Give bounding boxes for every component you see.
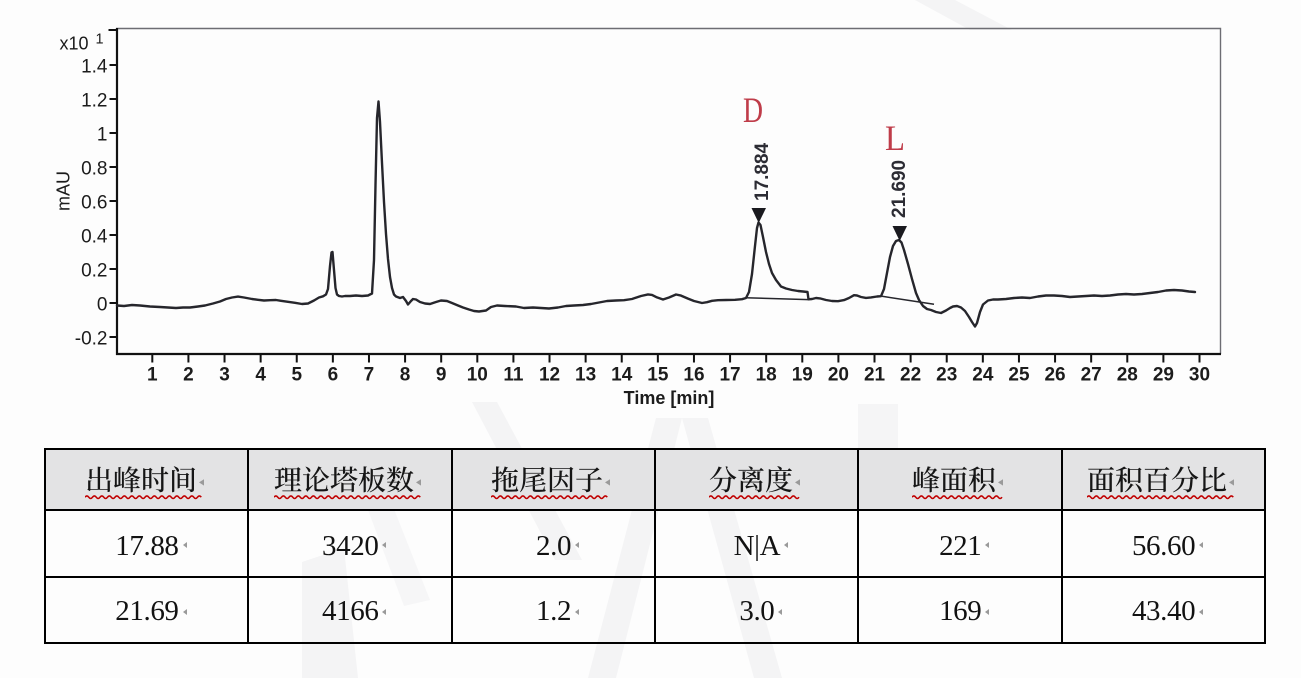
svg-text:0.6: 0.6 xyxy=(81,192,107,213)
svg-text:1.2: 1.2 xyxy=(81,90,107,111)
svg-text:0.8: 0.8 xyxy=(81,158,107,179)
svg-text:mAU: mAU xyxy=(54,171,74,211)
svg-text:21.690: 21.690 xyxy=(889,160,910,218)
svg-text:4: 4 xyxy=(255,365,266,386)
svg-text:Time [min]: Time [min] xyxy=(624,388,715,408)
svg-text:11: 11 xyxy=(503,365,524,386)
svg-text:D: D xyxy=(743,90,763,130)
svg-text:20: 20 xyxy=(828,365,849,386)
svg-text:23: 23 xyxy=(936,365,957,386)
svg-text:8: 8 xyxy=(400,365,411,386)
svg-text:0: 0 xyxy=(97,294,108,315)
svg-text:1: 1 xyxy=(96,32,104,48)
svg-text:1.4: 1.4 xyxy=(81,56,108,77)
svg-text:14: 14 xyxy=(611,365,633,386)
svg-text:1: 1 xyxy=(97,124,108,145)
svg-text:19: 19 xyxy=(792,365,813,386)
svg-text:-0.2: -0.2 xyxy=(75,328,108,349)
svg-text:2: 2 xyxy=(183,365,194,386)
svg-text:29: 29 xyxy=(1153,365,1174,386)
svg-text:9: 9 xyxy=(436,365,447,386)
svg-text:21: 21 xyxy=(864,365,886,386)
svg-text:24: 24 xyxy=(972,365,994,386)
svg-text:0.4: 0.4 xyxy=(81,226,108,247)
svg-text:22: 22 xyxy=(900,365,921,386)
svg-text:27: 27 xyxy=(1081,365,1102,386)
svg-text:15: 15 xyxy=(647,365,669,386)
svg-text:L: L xyxy=(885,118,905,158)
svg-text:5: 5 xyxy=(291,365,302,386)
svg-text:17: 17 xyxy=(719,365,740,386)
svg-text:30: 30 xyxy=(1189,365,1210,386)
svg-text:25: 25 xyxy=(1008,365,1030,386)
svg-text:0.2: 0.2 xyxy=(81,260,107,281)
svg-text:x10: x10 xyxy=(59,34,88,54)
svg-text:1: 1 xyxy=(147,365,158,386)
svg-text:13: 13 xyxy=(575,365,596,386)
svg-text:26: 26 xyxy=(1044,365,1065,386)
svg-text:7: 7 xyxy=(364,365,375,386)
svg-text:12: 12 xyxy=(539,365,560,386)
svg-text:17.884: 17.884 xyxy=(752,142,773,201)
svg-text:16: 16 xyxy=(683,365,704,386)
svg-text:6: 6 xyxy=(328,365,339,386)
svg-text:28: 28 xyxy=(1117,365,1138,386)
svg-text:3: 3 xyxy=(219,365,230,386)
svg-text:10: 10 xyxy=(467,365,488,386)
svg-text:18: 18 xyxy=(756,365,777,386)
